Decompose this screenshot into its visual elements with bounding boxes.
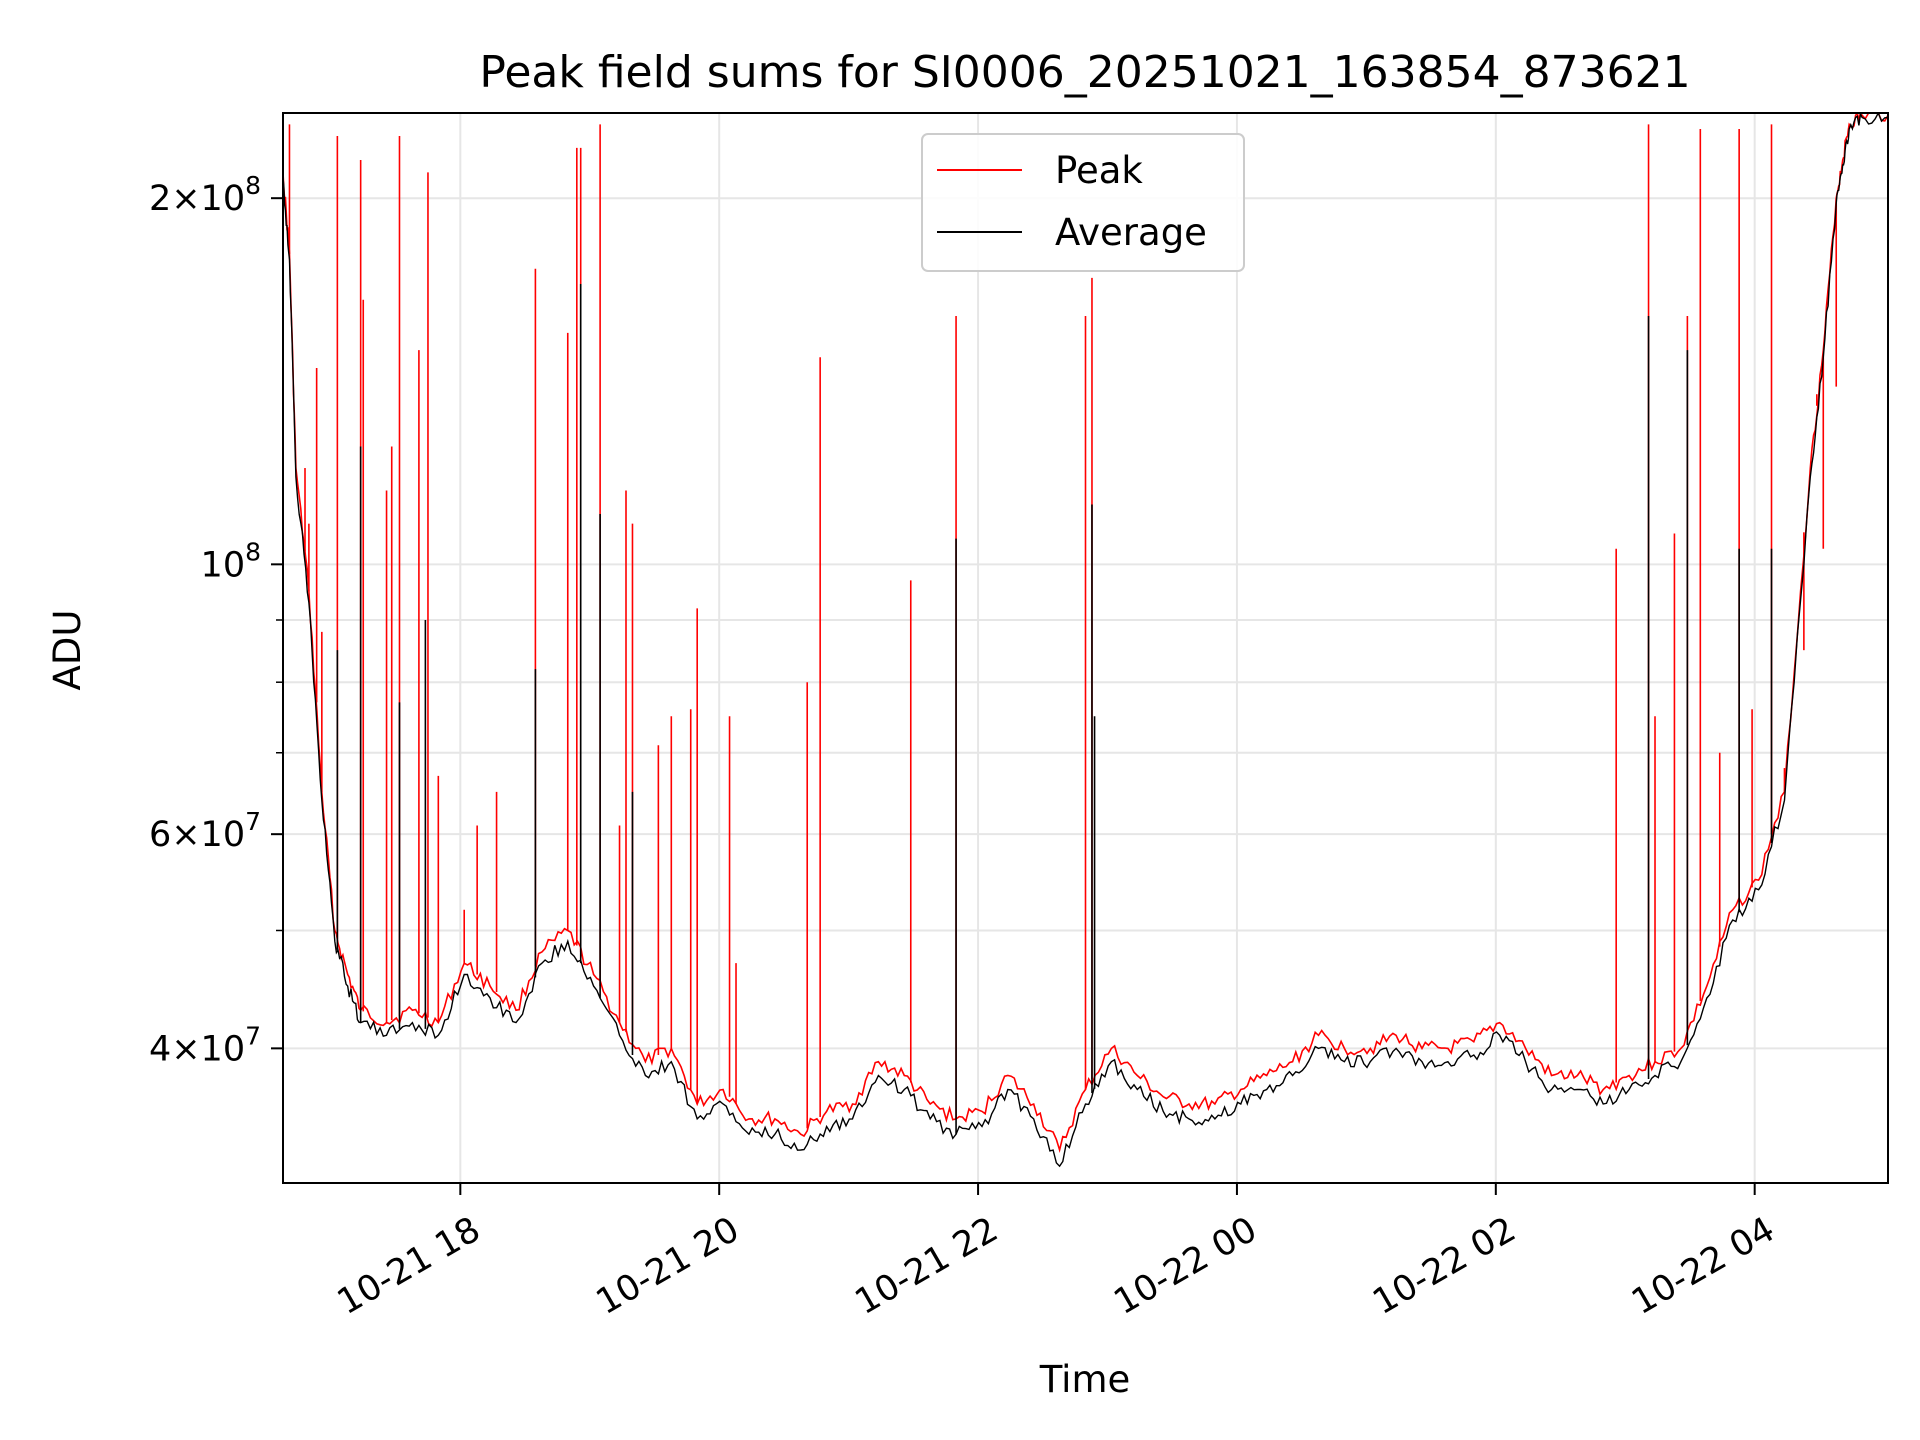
y-axis-label: ADU — [46, 610, 89, 691]
x-tick-label: 10-21 20 — [590, 1210, 746, 1323]
x-tick-label: 10-22 00 — [1108, 1210, 1264, 1323]
chart-title: Peak field sums for SI0006_20251021_1638… — [479, 47, 1690, 98]
x-tick-label: 10-22 02 — [1366, 1210, 1522, 1323]
x-axis-label: Time — [1039, 1358, 1131, 1401]
legend: Peak Average — [921, 133, 1245, 272]
average-series-line — [283, 113, 1888, 1168]
plot-frame — [282, 112, 1889, 1184]
series-group — [283, 113, 1888, 1168]
y-tick-label: 108 — [201, 537, 261, 585]
y-axis: 4×107 6×107 108 2×108 — [149, 171, 283, 1069]
y-tick-label: 4×107 — [149, 1021, 261, 1069]
x-axis: 10-21 18 10-21 20 10-21 22 10-22 00 10-22 02… — [331, 1183, 1782, 1323]
series-layer — [283, 113, 1888, 1168]
x-tick-label: 10-21 18 — [331, 1210, 487, 1323]
x-tick-label: 10-21 22 — [849, 1210, 1005, 1323]
legend-box — [921, 133, 1245, 272]
peak-series-line — [283, 113, 1888, 1154]
legend-average-label: Average — [1055, 211, 1207, 254]
legend-peak-label: Peak — [1055, 149, 1143, 192]
y-tick-label: 2×108 — [149, 171, 261, 219]
y-tick-label: 6×107 — [149, 807, 261, 855]
x-tick-label: 10-22 04 — [1625, 1210, 1781, 1323]
